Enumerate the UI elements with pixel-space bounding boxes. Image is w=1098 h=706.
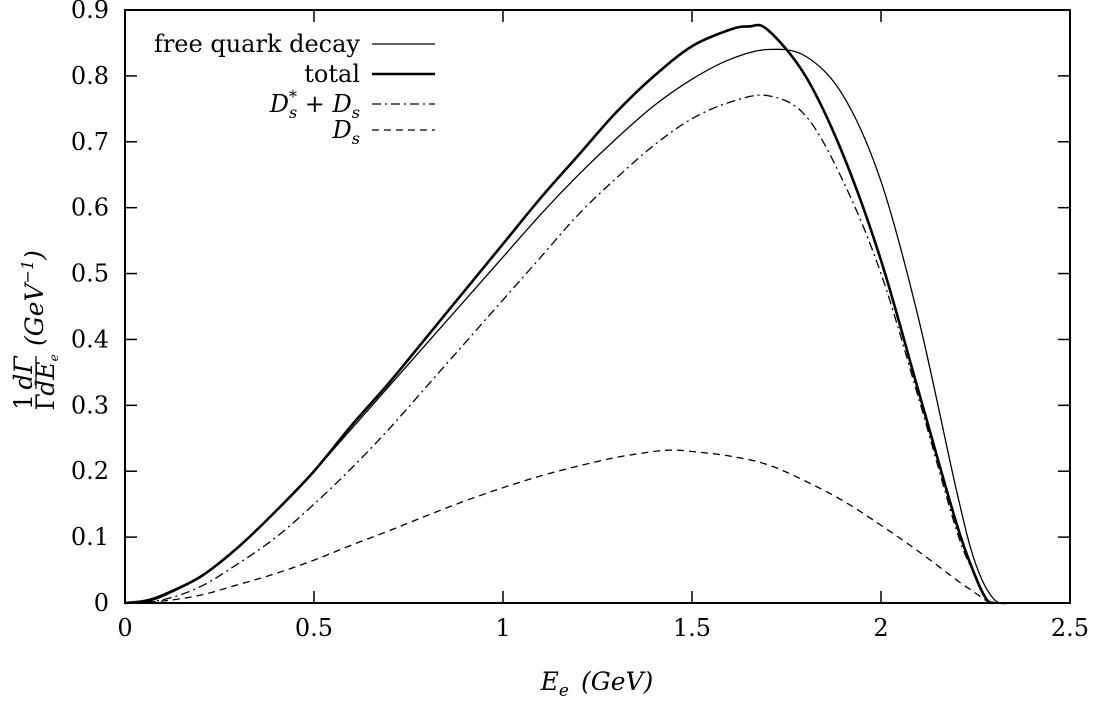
x-tick-label: 1.5 [673, 614, 711, 642]
y-tick-label: 0.1 [71, 523, 109, 551]
x-tick-label: 2.5 [1051, 614, 1089, 642]
y-label-frac-denominator: dEe [31, 354, 61, 395]
plot-frame [124, 9, 1071, 604]
y-tick-label: 0.3 [71, 391, 109, 419]
y-axis-label: 1 Γ dΓ dEe (GeV−1) [9, 250, 61, 411]
series-line-0 [124, 48, 1014, 605]
y-tick-label: 0.4 [71, 325, 109, 353]
y-tick-label: 0.7 [71, 128, 109, 156]
y-label-frac-numerator: dΓ [9, 355, 38, 390]
y-tick-label: 0 [94, 589, 109, 617]
x-axis-label: Ee (GeV) [540, 667, 654, 701]
tick-labels: 0 0.5 1 1.5 2 2.5 0 0.1 0.2 0.3 0.4 0.5 0.6 0.7 0.8 0.9 [71, 0, 1089, 642]
y-tick-label: 0.2 [71, 457, 109, 485]
y-tick-label: 0.9 [71, 0, 109, 24]
legend-label-1: total [304, 60, 360, 88]
x-tick-label: 0.5 [295, 614, 333, 642]
x-tick-label: 0 [117, 614, 132, 642]
y-tick-label: 0.5 [71, 260, 109, 288]
y-label-prefix-denominator: Γ [31, 393, 60, 410]
x-tick-label: 1 [495, 614, 510, 642]
plot-border [124, 9, 1071, 604]
legend-label-3: Ds [332, 116, 360, 148]
axis-ticks [124, 9, 1071, 604]
series-line-2 [124, 94, 995, 604]
x-tick-label: 2 [873, 614, 888, 642]
series-layer [124, 23, 1014, 605]
y-tick-label: 0.6 [71, 194, 109, 222]
legend-label-0: free quark decay [154, 30, 360, 58]
y-label-prefix-numerator: 1 [9, 394, 38, 410]
y-label-unit: (GeV−1) [18, 250, 49, 346]
series-line-3 [124, 449, 995, 604]
y-tick-label: 0.8 [71, 62, 109, 90]
series-line-1 [124, 23, 995, 605]
legend-label-2: D* s + Ds [269, 87, 360, 122]
